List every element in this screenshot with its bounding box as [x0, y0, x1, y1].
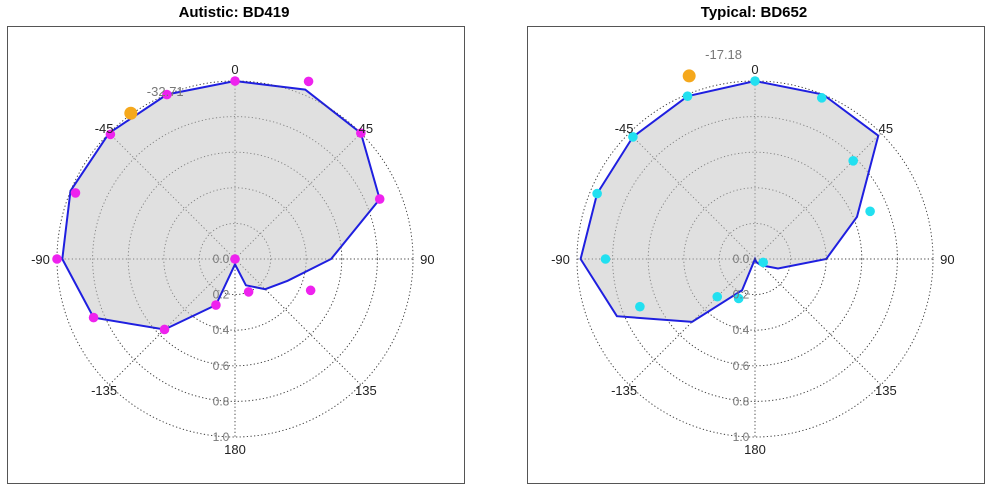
polar-plot-typical: 0 45 90 135 180 -135 -90 -45 0.0 0.2 0.4 0.6 0.8 1.0 -… — [551, 47, 955, 457]
data-point — [592, 188, 602, 199]
data-point — [70, 188, 81, 198]
data-point — [211, 300, 221, 310]
chart-panel-typical: Typical: BD652 0 45 90 135 180 -135 -90 -45 0.0 0… — [520, 0, 988, 488]
data-point — [162, 89, 172, 100]
angle-tick-label: 90 — [420, 252, 434, 267]
angle-tick-label: 180 — [224, 442, 246, 457]
angle-tick-label: -45 — [95, 121, 114, 136]
plot-frame — [7, 26, 465, 484]
data-point — [628, 132, 638, 142]
radius-tick-label: 0.2 — [213, 288, 230, 302]
angle-tick-label: -90 — [551, 252, 570, 267]
radial-gridline — [754, 258, 882, 386]
circular-gridline — [718, 222, 792, 296]
plot-frame — [527, 26, 985, 484]
data-point — [303, 76, 314, 87]
data-point — [712, 291, 723, 302]
data-point — [305, 285, 316, 296]
radius-tick-label: 0.6 — [213, 359, 230, 373]
series-area — [62, 81, 380, 330]
data-point — [52, 254, 62, 264]
mean-angle-marker — [124, 106, 138, 120]
circular-gridline — [576, 80, 934, 438]
circular-gridline — [683, 187, 827, 331]
chart-panel-autistic: Autistic: BD419 0 45 90 135 180 -135 -90 -45 0.0… — [0, 0, 468, 488]
radial-gridline — [234, 258, 362, 386]
circular-gridline — [127, 151, 343, 367]
series-area — [580, 81, 879, 322]
data-point — [682, 91, 693, 101]
series-outline — [61, 79, 381, 331]
data-point — [230, 254, 240, 264]
data-point — [243, 287, 254, 297]
data-point — [374, 194, 385, 204]
radius-tick-label: 0.8 — [733, 394, 750, 408]
polar-grid-overlay — [576, 80, 934, 438]
data-point — [105, 129, 116, 140]
angle-tick-label: 135 — [355, 383, 377, 398]
data-point — [230, 76, 240, 86]
radius-tick-label: 0.0 — [733, 252, 750, 266]
data-point — [159, 324, 170, 335]
data-point — [88, 312, 99, 323]
radial-gridline — [628, 132, 756, 260]
radius-tick-label: 1.0 — [213, 430, 230, 444]
circular-gridline — [92, 116, 378, 402]
radius-tick-label: 1.0 — [733, 430, 750, 444]
data-point — [600, 254, 611, 264]
data-point — [750, 76, 760, 86]
angle-tick-label: -90 — [31, 252, 50, 267]
circular-gridline — [198, 222, 272, 296]
mean-angle-label: -32.71 — [147, 84, 184, 99]
radial-gridline — [108, 132, 236, 260]
chart-title: Typical: BD652 — [700, 4, 808, 21]
chart-title: Autistic: BD419 — [178, 4, 290, 21]
radial-gridline — [628, 258, 756, 386]
radial-gridline — [234, 132, 362, 260]
data-point — [758, 257, 769, 268]
radius-tick-label: 0.0 — [213, 252, 230, 266]
angle-tick-label: -135 — [611, 383, 637, 398]
mean-angle-label: -17.18 — [705, 47, 742, 62]
circular-gridline — [647, 151, 863, 367]
data-point — [865, 206, 875, 217]
data-point — [816, 93, 827, 103]
angle-tick-label: 45 — [359, 121, 373, 136]
circular-gridline — [163, 187, 307, 331]
data-point — [733, 293, 744, 304]
angle-tick-label: 0 — [751, 62, 758, 77]
data-point — [848, 156, 858, 166]
polar-plot-autistic: 0 45 90 135 180 -135 -90 -45 0.0 0.2 0.4 0.6 0.8 1.0 -… — [31, 62, 435, 457]
angle-tick-label: 90 — [940, 252, 954, 267]
data-point — [356, 128, 366, 138]
angle-tick-label: 45 — [879, 121, 893, 136]
angle-tick-label: 180 — [744, 442, 766, 457]
angle-tick-label: 0 — [231, 62, 238, 77]
angle-tick-label: -45 — [615, 121, 634, 136]
mean-angle-marker — [682, 69, 696, 83]
data-point — [635, 301, 645, 312]
radius-tick-label: 0.4 — [733, 323, 750, 337]
radius-tick-label: 0.6 — [733, 359, 750, 373]
angle-tick-label: -135 — [91, 383, 117, 398]
angle-tick-label: 135 — [875, 383, 897, 398]
radial-gridline — [108, 258, 236, 386]
radial-gridline — [754, 132, 882, 260]
radius-tick-label: 0.2 — [733, 288, 750, 302]
radius-tick-label: 0.4 — [213, 323, 230, 337]
radius-tick-label: 0.8 — [213, 394, 230, 408]
